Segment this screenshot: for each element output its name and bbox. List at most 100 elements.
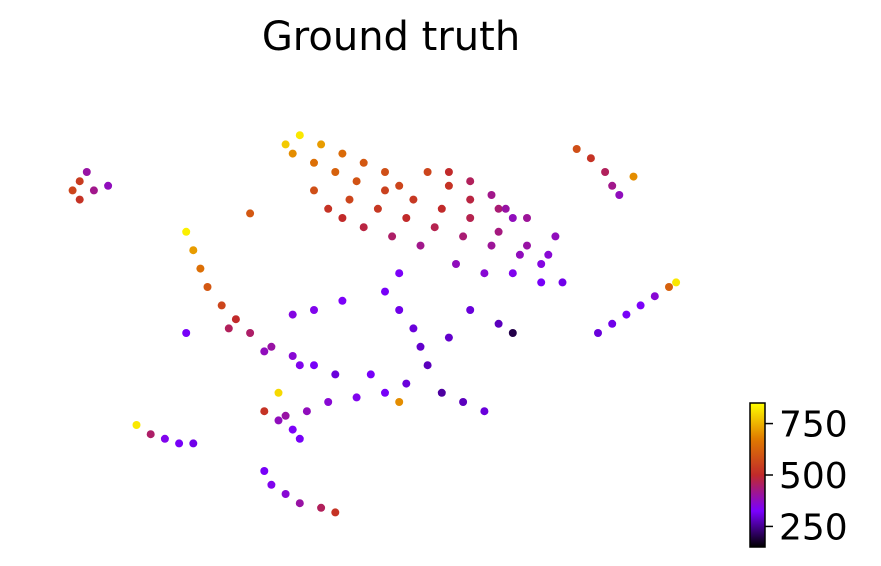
colorbar-tick-label: 250 (779, 507, 848, 548)
data-point (281, 490, 290, 498)
data-point (523, 241, 531, 250)
data-point (75, 195, 84, 204)
data-point (359, 223, 368, 232)
data-point (381, 168, 389, 176)
data-point (160, 434, 169, 443)
cluster-small-loop (260, 407, 304, 443)
data-point (494, 227, 503, 236)
data-point (622, 310, 631, 319)
data-point (494, 204, 503, 213)
data-point (295, 434, 304, 443)
data-point (189, 246, 198, 255)
data-point (409, 195, 418, 204)
cluster-right-streak (594, 278, 681, 337)
chart-title: Ground truth (262, 14, 520, 60)
data-point (665, 283, 673, 291)
data-point (608, 181, 617, 190)
data-point (416, 342, 425, 351)
data-point (267, 342, 276, 351)
data-point (388, 232, 397, 241)
data-point (459, 398, 468, 406)
data-point (423, 168, 432, 176)
data-point (146, 430, 155, 439)
data-point (231, 315, 240, 324)
data-point (331, 370, 340, 379)
data-point (373, 204, 382, 213)
cluster-top-right-hook (572, 145, 638, 199)
data-point (203, 283, 212, 291)
data-point (317, 503, 326, 512)
data-point (260, 467, 269, 475)
data-point (324, 398, 333, 406)
data-point (82, 168, 91, 176)
data-point (416, 241, 425, 250)
colorbar: 250 500 750 (749, 402, 848, 548)
cluster-left-arc (182, 227, 340, 379)
data-point (558, 278, 567, 287)
data-point (302, 407, 311, 416)
data-point (395, 181, 404, 190)
data-point (132, 421, 141, 429)
data-point (402, 379, 411, 388)
data-point (359, 158, 368, 167)
colorbar-gradient (749, 402, 766, 548)
data-point (345, 195, 354, 204)
data-point (217, 301, 226, 310)
data-point (89, 186, 98, 195)
data-point (423, 361, 432, 370)
data-point (281, 411, 290, 420)
data-point (437, 388, 446, 397)
data-point (288, 425, 297, 434)
data-point (466, 195, 475, 204)
data-point (260, 407, 269, 416)
data-point (281, 140, 290, 149)
data-point (466, 177, 475, 186)
data-point (452, 260, 460, 268)
data-point (246, 209, 255, 218)
data-point (515, 250, 524, 259)
data-point (395, 398, 404, 406)
data-point (324, 204, 333, 213)
data-point (182, 227, 191, 236)
data-point (381, 388, 389, 397)
data-point (274, 388, 283, 397)
data-point (246, 329, 255, 337)
data-point (288, 310, 297, 319)
data-point (459, 232, 468, 241)
data-point (636, 301, 645, 310)
data-point (508, 329, 517, 337)
data-point (437, 204, 446, 213)
data-point (572, 145, 581, 153)
data-point (338, 149, 347, 158)
data-point (352, 393, 361, 402)
data-point (104, 181, 113, 190)
data-point (260, 347, 269, 356)
data-point (480, 269, 489, 278)
data-point (189, 439, 198, 448)
data-point (608, 319, 617, 328)
plot-area (68, 131, 681, 517)
cluster-main-body (281, 131, 567, 287)
data-point (508, 269, 517, 278)
data-point (402, 214, 411, 222)
colorbar-tick-label: 750 (779, 405, 848, 446)
data-point (352, 177, 361, 186)
data-point (288, 149, 297, 158)
data-point (466, 214, 475, 222)
data-point (672, 278, 681, 287)
data-point (295, 361, 304, 370)
data-point (551, 232, 560, 241)
data-point (267, 480, 276, 489)
cluster-center-branches (281, 269, 517, 420)
data-point (430, 223, 439, 232)
data-point (586, 154, 595, 163)
data-point (444, 168, 453, 176)
data-point (196, 264, 205, 273)
data-point (601, 168, 610, 176)
data-point (295, 499, 304, 508)
data-point (615, 191, 624, 199)
data-point (274, 416, 283, 425)
data-point (317, 140, 326, 149)
data-point (409, 324, 418, 333)
